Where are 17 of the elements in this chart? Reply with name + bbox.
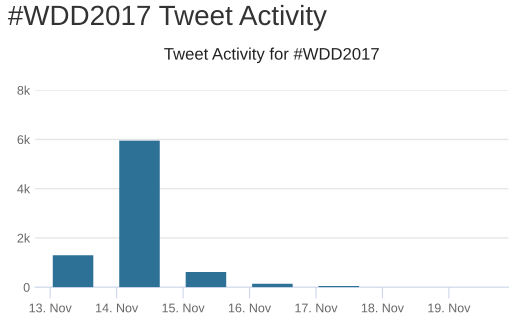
y-tick-label: 4k — [17, 184, 30, 194]
y-tick-label: 0 — [24, 283, 30, 292]
x-tick-label: 18. Nov — [362, 304, 404, 312]
y-tick-label: 2k — [18, 233, 30, 242]
x-tick-label: 15. Nov — [162, 304, 205, 312]
x-tick-label: 19. Nov — [428, 304, 470, 312]
bar — [52, 255, 94, 288]
chart-subtitle: Tweet Activity for #WDD2017 — [164, 48, 379, 64]
x-tick-label: 16. Nov — [228, 304, 272, 312]
chart-title: #WDD2017 Tweet Activity — [8, 4, 327, 31]
x-tick-label: 14. Nov — [96, 304, 138, 312]
bar — [186, 272, 226, 288]
y-tick-label: 6k — [18, 134, 30, 144]
x-tick-label: 13. Nov — [30, 304, 72, 312]
x-tick-label: 17. Nov — [295, 304, 338, 312]
y-tick-label: 8k — [17, 86, 30, 95]
bar — [119, 140, 160, 288]
